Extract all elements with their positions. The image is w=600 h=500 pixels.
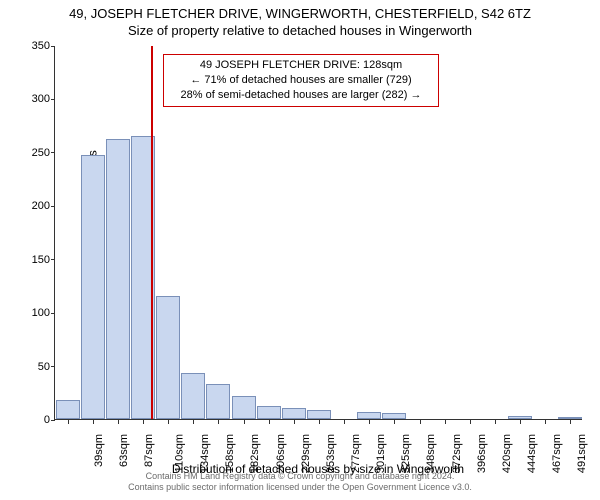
histogram-bar bbox=[307, 410, 331, 419]
y-tick-mark bbox=[51, 206, 55, 207]
y-tick-mark bbox=[51, 420, 55, 421]
y-tick-label: 250 bbox=[20, 147, 50, 159]
y-tick-label: 350 bbox=[20, 40, 50, 52]
x-tick-mark bbox=[118, 420, 119, 424]
histogram-bar bbox=[257, 406, 281, 419]
annotation-line-3: 28% of semi-detached houses are larger (… bbox=[170, 88, 432, 103]
x-tick-mark bbox=[193, 420, 194, 424]
x-tick-mark bbox=[269, 420, 270, 424]
x-tick-mark bbox=[445, 420, 446, 424]
y-tick-mark bbox=[51, 99, 55, 100]
page-title: 49, JOSEPH FLETCHER DRIVE, WINGERWORTH, … bbox=[0, 0, 600, 21]
histogram-bar bbox=[181, 373, 205, 419]
y-tick-mark bbox=[51, 313, 55, 314]
histogram-bar bbox=[558, 417, 582, 419]
annotation-line-1: 49 JOSEPH FLETCHER DRIVE: 128sqm bbox=[170, 58, 432, 73]
x-tick-mark bbox=[244, 420, 245, 424]
histogram-bar bbox=[282, 408, 306, 419]
y-tick-label: 100 bbox=[20, 307, 50, 319]
y-tick-mark bbox=[51, 259, 55, 260]
histogram-chart: Number of detached properties 0501001502… bbox=[54, 46, 582, 420]
x-tick-mark bbox=[93, 420, 94, 424]
x-tick-mark bbox=[570, 420, 571, 424]
y-tick-label: 200 bbox=[20, 200, 50, 212]
x-tick-mark bbox=[294, 420, 295, 424]
x-tick-mark bbox=[168, 420, 169, 424]
histogram-bar bbox=[81, 155, 105, 419]
x-tick-mark bbox=[143, 420, 144, 424]
annotation-line-2: ← 71% of detached houses are smaller (72… bbox=[170, 73, 432, 88]
footer-attribution: Contains HM Land Registry data © Crown c… bbox=[0, 471, 600, 494]
x-tick-mark bbox=[495, 420, 496, 424]
page-subtitle: Size of property relative to detached ho… bbox=[0, 21, 600, 38]
y-tick-label: 300 bbox=[20, 93, 50, 105]
histogram-bar bbox=[357, 412, 381, 419]
x-tick-mark bbox=[520, 420, 521, 424]
histogram-bar bbox=[508, 416, 532, 419]
x-tick-mark bbox=[394, 420, 395, 424]
x-tick-mark bbox=[218, 420, 219, 424]
property-marker-line bbox=[151, 46, 153, 419]
histogram-bar bbox=[232, 396, 256, 420]
histogram-bar bbox=[382, 413, 406, 419]
x-tick-mark bbox=[470, 420, 471, 424]
y-tick-mark bbox=[51, 46, 55, 47]
annotation-box: 49 JOSEPH FLETCHER DRIVE: 128sqm← 71% of… bbox=[163, 54, 439, 107]
y-tick-label: 0 bbox=[20, 414, 50, 426]
y-tick-label: 50 bbox=[20, 361, 50, 373]
footer-line-2: Contains public sector information licen… bbox=[0, 482, 600, 494]
histogram-bar bbox=[106, 139, 130, 419]
x-tick-mark bbox=[319, 420, 320, 424]
histogram-bar bbox=[206, 384, 230, 419]
x-tick-mark bbox=[369, 420, 370, 424]
x-tick-mark bbox=[420, 420, 421, 424]
x-tick-mark bbox=[68, 420, 69, 424]
x-tick-mark bbox=[545, 420, 546, 424]
y-tick-mark bbox=[51, 366, 55, 367]
y-tick-mark bbox=[51, 152, 55, 153]
histogram-bar bbox=[156, 296, 180, 419]
footer-line-1: Contains HM Land Registry data © Crown c… bbox=[0, 471, 600, 483]
plot-area: 05010015020025030035039sqm63sqm87sqm110s… bbox=[54, 46, 582, 420]
y-tick-label: 150 bbox=[20, 254, 50, 266]
histogram-bar bbox=[56, 400, 80, 419]
x-tick-mark bbox=[344, 420, 345, 424]
